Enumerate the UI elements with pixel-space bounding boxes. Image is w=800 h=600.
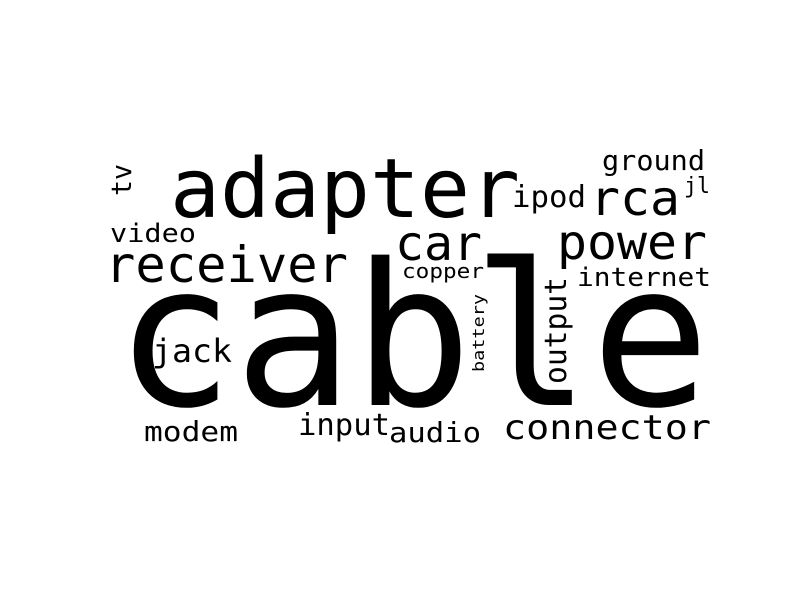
word-modem: modem: [144, 415, 238, 448]
word-cloud-words: cable adapter receiver car power rca ipo…: [105, 142, 711, 452]
word-battery: battery: [469, 294, 488, 372]
word-ipod: ipod: [512, 180, 586, 215]
word-input: input: [298, 408, 390, 443]
word-adapter: adapter: [170, 142, 520, 237]
word-internet: internet: [577, 263, 711, 293]
word-power: power: [557, 215, 707, 271]
word-rca: rca: [590, 171, 680, 227]
word-ground: ground: [602, 144, 705, 177]
word-connector: connector: [503, 408, 711, 448]
word-receiver: receiver: [105, 236, 348, 294]
word-copper: copper: [402, 259, 484, 283]
word-cable: cable: [115, 221, 710, 452]
word-audio: audio: [389, 416, 481, 449]
word-car: car: [395, 216, 482, 272]
word-jack: jack: [152, 332, 232, 370]
word-tv: tv: [105, 164, 138, 196]
word-jl: jl: [684, 174, 710, 199]
word-video: video: [110, 219, 196, 249]
word-output: output: [539, 277, 574, 384]
